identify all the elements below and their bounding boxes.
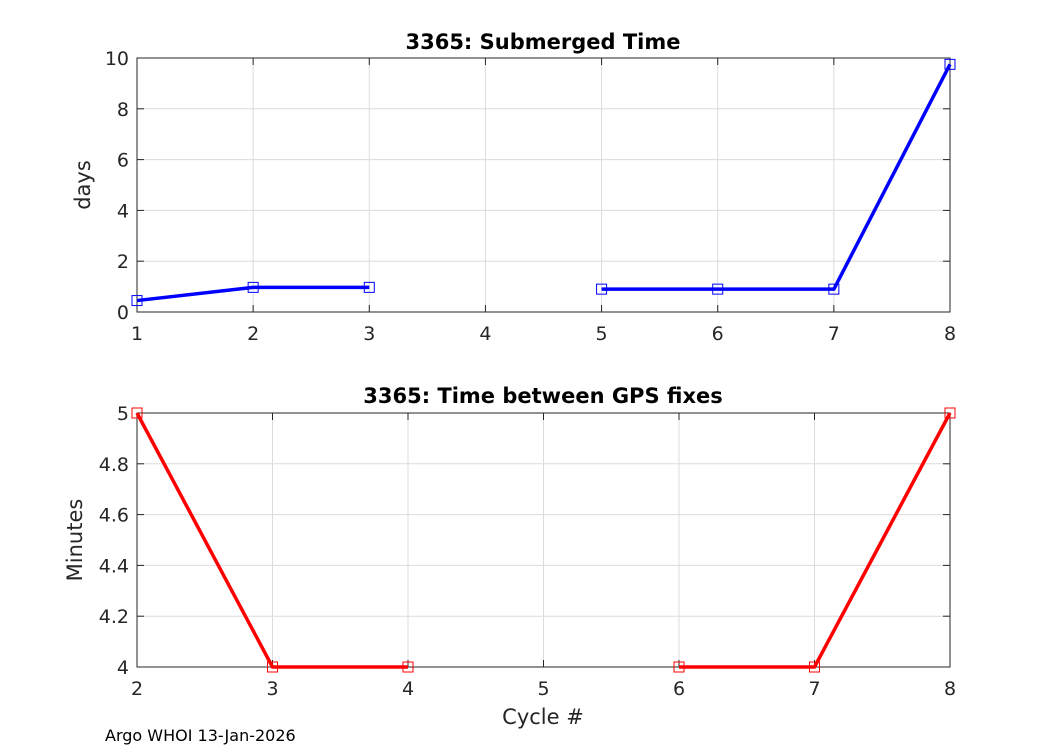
- series-line: [135, 412, 408, 669]
- data-point-marker: [712, 283, 724, 295]
- submerged-time-chart: 3365: Submerged Time days 1 2 3 4 5 6 7 8 0 2 4 6 8 1…: [71, 30, 956, 345]
- y-tick-label: 2: [117, 251, 129, 273]
- y-tick-label: 8: [117, 99, 129, 121]
- x-tick-label: 5: [596, 323, 608, 345]
- data-point-marker: [596, 283, 608, 295]
- x-tick-label: 7: [808, 678, 820, 700]
- x-tick-label: 2: [247, 323, 259, 345]
- plot-frame: [136, 57, 951, 313]
- chart-title: 3365: Time between GPS fixes: [363, 384, 723, 408]
- gps-fix-time-chart: 3365: Time between GPS fixes Minutes Cyc…: [63, 384, 956, 729]
- x-tick-label: 3: [363, 323, 375, 345]
- data-point-marker: [944, 58, 956, 70]
- data-point-marker: [828, 283, 840, 295]
- y-axis-label: days: [71, 160, 95, 210]
- data-point-marker: [131, 295, 143, 307]
- y-tick-label: 10: [105, 48, 129, 70]
- y-tick-label: 0: [117, 302, 129, 324]
- data-point-marker: [267, 661, 278, 673]
- x-tick-label: 1: [131, 323, 143, 345]
- data-point-marker: [809, 661, 820, 673]
- y-tick-label: 4.6: [99, 505, 129, 527]
- x-tick-label: 4: [402, 678, 414, 700]
- y-tick-label: 4: [117, 657, 129, 679]
- x-tick-label: 6: [712, 323, 724, 345]
- x-tick-label: 8: [944, 678, 956, 700]
- y-axis-label: Minutes: [63, 499, 87, 582]
- y-tick-label: 4.4: [99, 555, 129, 577]
- x-tick-label: 6: [673, 678, 685, 700]
- y-tick-label: 5: [117, 403, 129, 425]
- x-tick-label: 8: [944, 323, 956, 345]
- x-tick-label: 5: [537, 678, 549, 700]
- x-tick-label: 3: [266, 678, 278, 700]
- gridlines: [136, 57, 951, 313]
- data-point-marker: [402, 661, 414, 673]
- x-tick-label: 4: [479, 323, 491, 345]
- data-point-marker: [131, 407, 143, 419]
- series-line: [679, 412, 952, 669]
- y-tick-label: 6: [117, 150, 129, 172]
- data-point-marker: [363, 281, 375, 293]
- y-tick-label: 4: [117, 200, 129, 222]
- x-tick-label: 7: [828, 323, 840, 345]
- footer-text: Argo WHOI 13-Jan-2026: [105, 726, 296, 745]
- data-point-marker: [673, 661, 685, 673]
- data-point-marker: [247, 281, 259, 293]
- gridlines: [136, 412, 951, 668]
- x-axis-label: Cycle #: [502, 705, 584, 729]
- data-point-marker: [944, 407, 956, 419]
- y-tick-label: 4.2: [99, 606, 129, 628]
- y-tick-label: 4.8: [99, 454, 129, 476]
- series-line: [136, 285, 370, 303]
- x-tick-label: 2: [131, 678, 143, 700]
- chart-title: 3365: Submerged Time: [405, 30, 680, 54]
- series-line: [601, 63, 952, 291]
